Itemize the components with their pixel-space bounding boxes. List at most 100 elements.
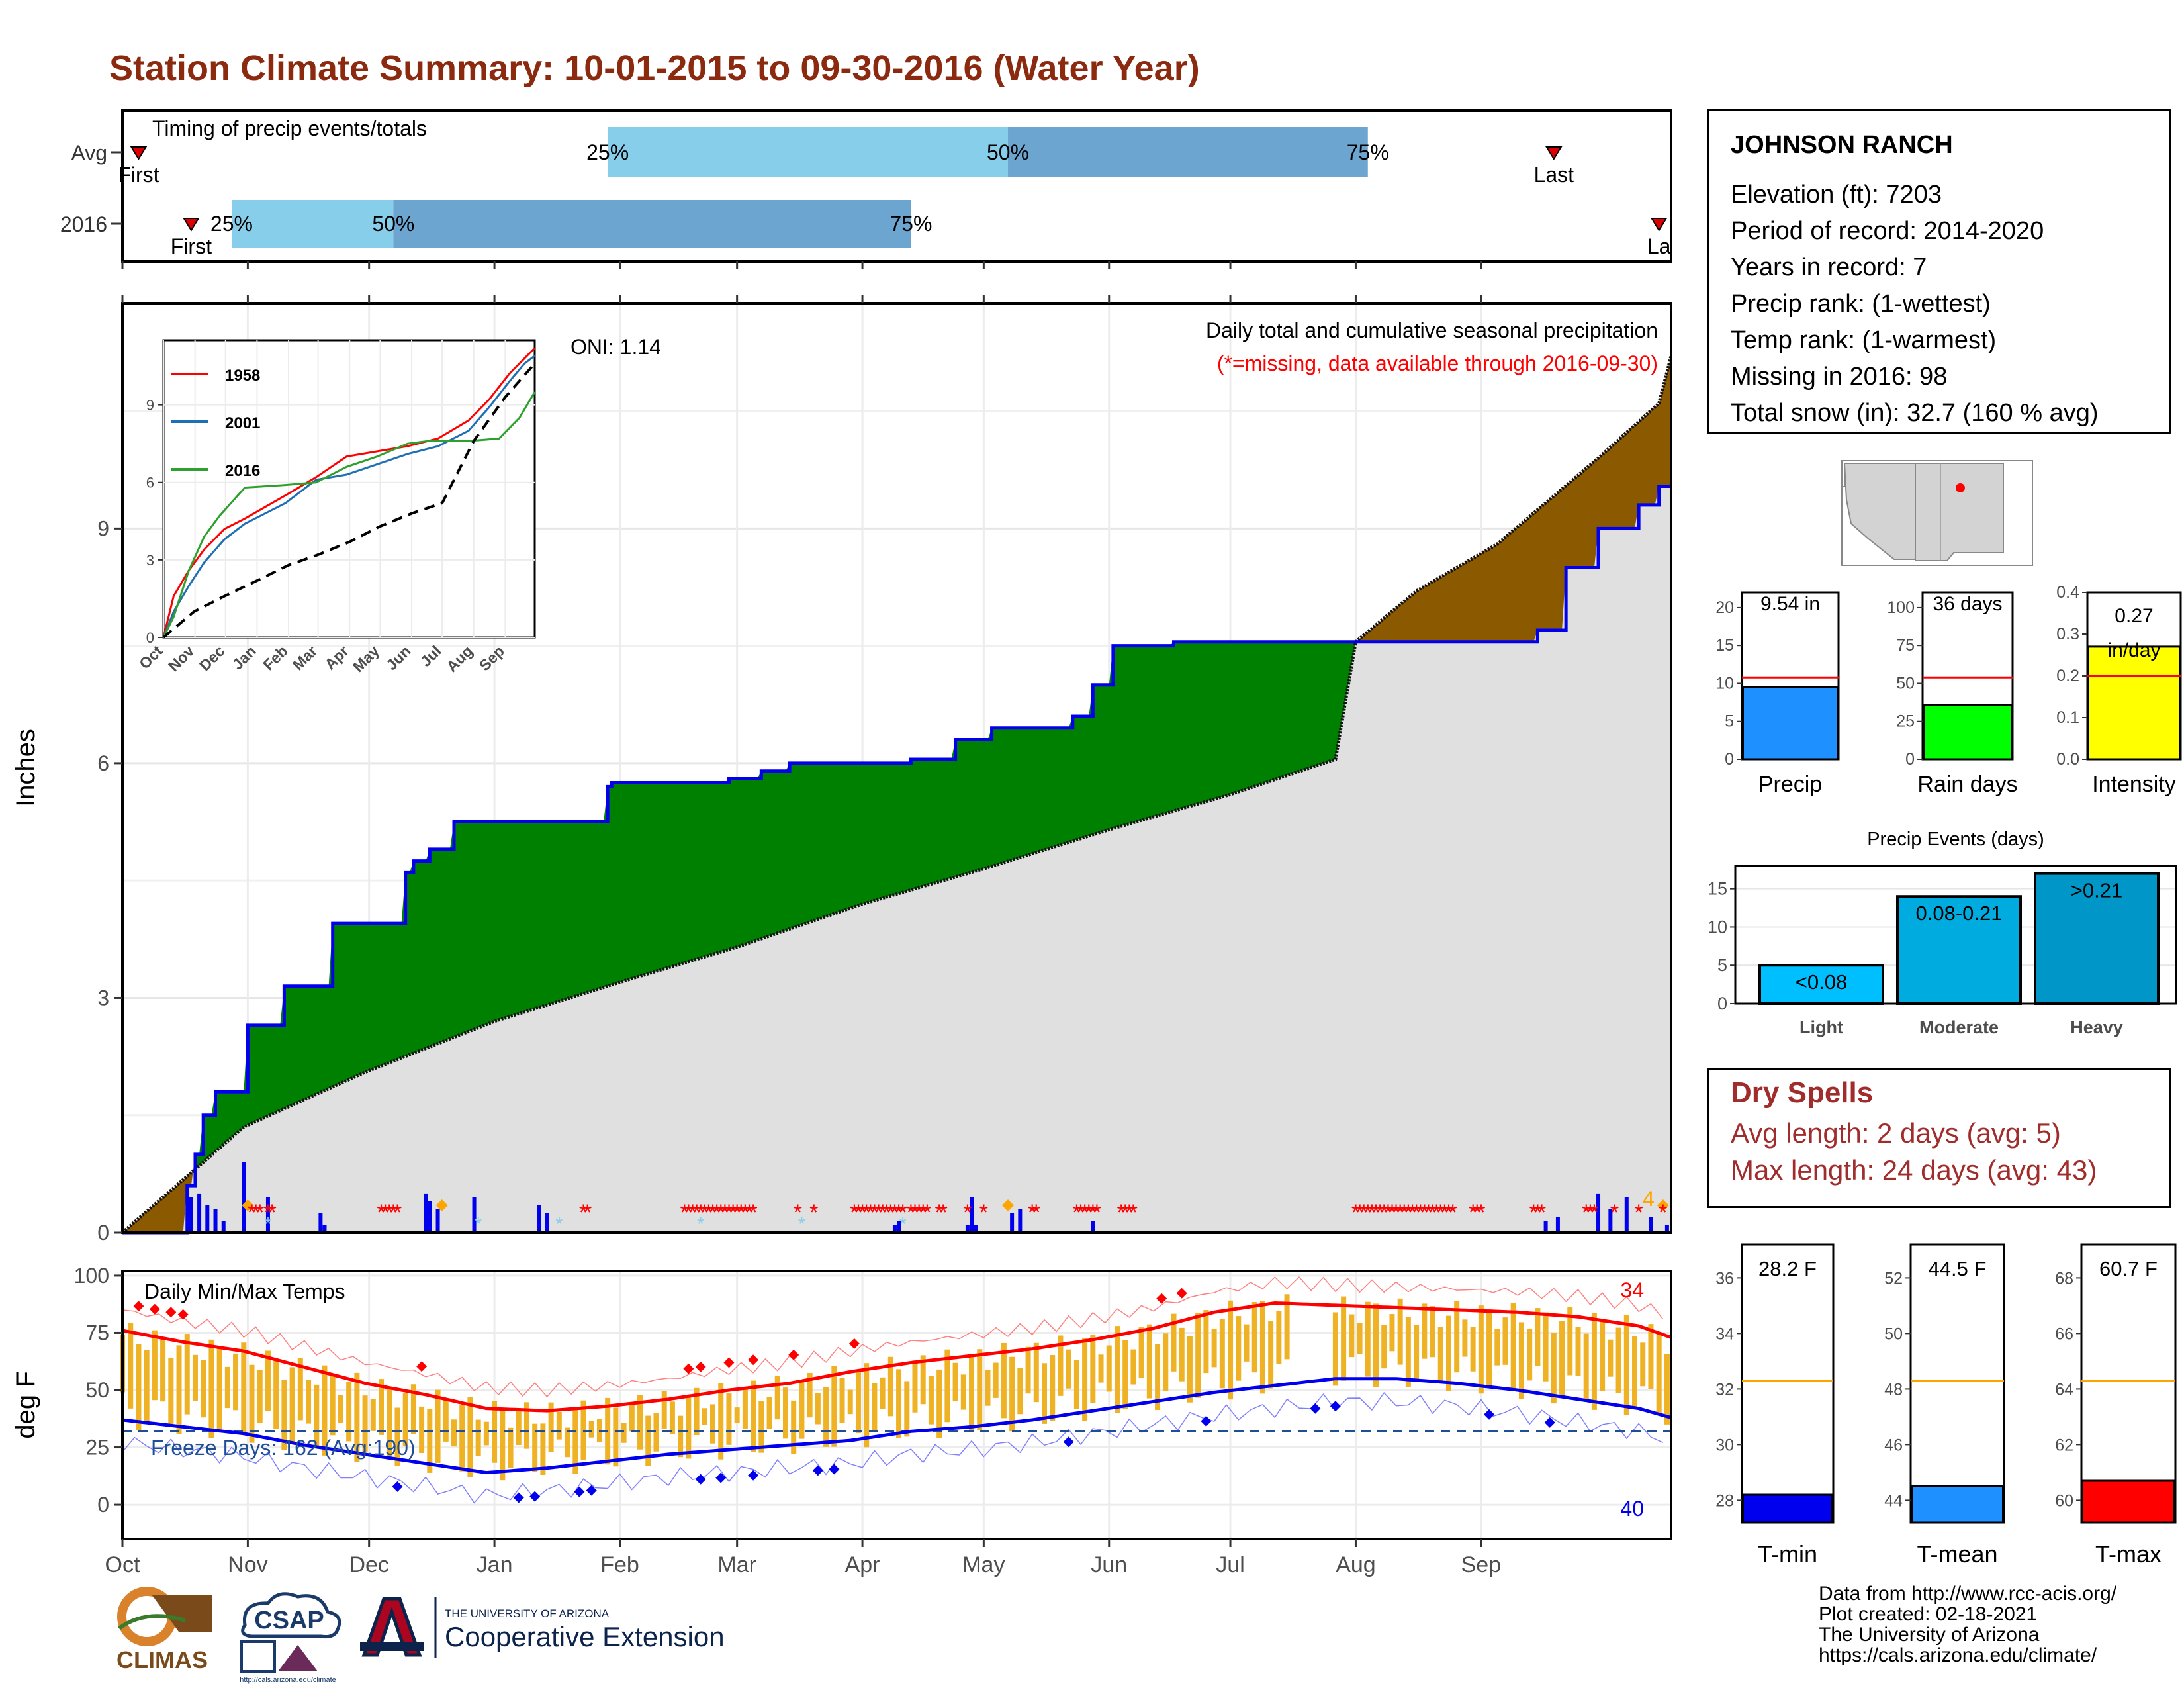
summary-ytick-label: 50 <box>1896 674 1915 692</box>
temp-ylabel: deg F <box>11 1371 40 1438</box>
daily-temp-bar <box>1389 1314 1394 1351</box>
daily-temp-bar <box>484 1422 489 1446</box>
daily-temp-bar <box>1341 1297 1346 1381</box>
daily-temp-bar <box>338 1395 343 1423</box>
daily-temp-bar <box>1260 1301 1265 1393</box>
temp-xtick-label: Jul <box>1216 1552 1244 1577</box>
daily-temp-bar <box>1519 1322 1524 1399</box>
temp-summary-ytick-label: 60 <box>2055 1491 2073 1510</box>
daily-temp-bar <box>185 1334 190 1415</box>
daily-temp-bar <box>961 1374 966 1409</box>
daily-temp-bar <box>371 1399 376 1431</box>
temp-xtick-label: Dec <box>349 1552 388 1577</box>
daily-temp-bar <box>718 1383 723 1460</box>
daily-temp-bar <box>1034 1343 1039 1402</box>
daily-temp-bar <box>977 1349 982 1430</box>
daily-temp-bar <box>1648 1324 1653 1389</box>
daily-temp-bar <box>1115 1326 1120 1413</box>
daily-temp-bar <box>1559 1321 1565 1397</box>
daily-temp-bar <box>735 1407 740 1423</box>
temp-xtick-label: May <box>962 1552 1005 1577</box>
summary-bar-label: Rain days <box>1917 772 2017 797</box>
daily-temp-bar <box>1616 1328 1621 1393</box>
daily-temp-bar <box>702 1408 707 1425</box>
temp-summary-ytick-label: 36 <box>1715 1269 1734 1288</box>
daily-temp-bar <box>1584 1334 1589 1401</box>
record-high-count: 34 <box>1620 1278 1644 1302</box>
daily-temp-bar <box>872 1383 877 1431</box>
temp-xtick-label: Aug <box>1336 1552 1376 1577</box>
station-precip-rank: Precip rank: (1-wettest) <box>1731 286 2148 322</box>
daily-temp-bar <box>1422 1303 1427 1358</box>
summary-ytick-label: 75 <box>1896 636 1915 655</box>
events-ytick-label: 5 <box>1717 955 1727 975</box>
climas-logo: CLIMAS <box>106 1582 218 1681</box>
daily-temp-bar <box>993 1363 999 1398</box>
daily-temp-bar <box>678 1416 683 1458</box>
daily-temp-bar <box>346 1382 351 1441</box>
daily-temp-bar <box>662 1391 667 1429</box>
temp-summary-value-label: 44.5 F <box>1929 1257 1987 1280</box>
temp-summary-value-label: 60.7 F <box>2099 1257 2158 1280</box>
daily-temp-bar <box>177 1345 182 1434</box>
daily-temp-bar <box>589 1421 594 1438</box>
daily-temp-bar <box>1195 1313 1201 1397</box>
summary-bar <box>2089 647 2180 759</box>
daily-temp-bar <box>1074 1360 1079 1409</box>
station-missing: Missing in 2016: 98 <box>1731 359 2148 395</box>
temp-xtick-label: Nov <box>228 1552 267 1577</box>
daily-temp-bar <box>743 1388 748 1429</box>
summary-ytick-label: 25 <box>1896 712 1915 731</box>
daily-temp-bar <box>1446 1316 1451 1391</box>
daily-temp-bar <box>1365 1302 1371 1377</box>
temp-summary-bar-label: T-mean <box>1917 1540 1997 1568</box>
daily-temp-bar <box>1486 1309 1492 1388</box>
summary-ytick-label: 10 <box>1715 674 1734 692</box>
daily-temp-bar <box>969 1354 974 1432</box>
daily-temp-bar <box>1107 1346 1112 1392</box>
temp-summary-ytick-label: 68 <box>2055 1269 2073 1288</box>
daily-temp-bar <box>330 1375 336 1435</box>
temp-summary-frame <box>1742 1244 1833 1523</box>
temp-summary-ytick-label: 28 <box>1715 1491 1734 1510</box>
daily-temp-bar <box>233 1354 238 1410</box>
daily-temp-bar <box>1130 1350 1136 1385</box>
dry-spells-max: Max length: 24 days (avg: 43) <box>1731 1152 2148 1189</box>
daily-temp-bar <box>1009 1357 1015 1432</box>
temp-summary-ytick-label: 34 <box>1715 1325 1734 1343</box>
events-category-label: Moderate <box>1919 1017 1999 1037</box>
temp-summary-ytick-label: 64 <box>2055 1380 2073 1399</box>
temp-summary-ytick-label: 30 <box>1715 1436 1734 1454</box>
daily-temp-bar <box>726 1393 731 1445</box>
csap-logo-url: http://cals.arizona.edu/climate <box>240 1676 336 1684</box>
daily-temp-bar <box>1494 1329 1500 1366</box>
daily-temp-bar <box>1147 1325 1152 1399</box>
daily-temp-bar <box>168 1358 173 1426</box>
station-temp-rank: Temp rank: (1-warmest) <box>1731 322 2148 359</box>
daily-temp-bar <box>1228 1301 1233 1399</box>
temp-summary-bar <box>1743 1495 1833 1523</box>
daily-temp-bar <box>670 1401 675 1434</box>
daily-temp-bar <box>823 1387 829 1447</box>
daily-temp-bar <box>944 1350 950 1423</box>
csap-logo: CSAP http://cals.arizona.edu/climate <box>228 1589 347 1685</box>
daily-temp-bar <box>160 1337 165 1401</box>
csap-logo-text: CSAP <box>254 1607 324 1634</box>
daily-temp-bar <box>1608 1340 1613 1377</box>
temp-ytick-label: 50 <box>85 1378 109 1402</box>
daily-temp-bar <box>257 1370 263 1423</box>
temp-summary-ytick-label: 46 <box>1884 1436 1903 1454</box>
temp-ytick-label: 0 <box>97 1493 109 1517</box>
temp-summary-bar <box>2083 1481 2175 1523</box>
summary-value-label: 36 days <box>1933 593 2002 615</box>
daily-temp-bar <box>929 1376 934 1425</box>
ua-cooperative-extension-logo: THE UNIVERSITY OF ARIZONA Cooperative Ex… <box>357 1592 754 1665</box>
ua-logo-small-text: THE UNIVERSITY OF ARIZONA <box>445 1607 610 1620</box>
daily-temp-bar <box>459 1405 465 1472</box>
events-ytick-label: 10 <box>1707 917 1727 937</box>
daily-temp-bar <box>1503 1317 1508 1365</box>
daily-temp-bar <box>1543 1312 1549 1381</box>
events-category-label: Heavy <box>2070 1017 2123 1037</box>
daily-temp-bar <box>476 1420 481 1456</box>
temp-summary-ytick-label: 52 <box>1884 1269 1903 1288</box>
